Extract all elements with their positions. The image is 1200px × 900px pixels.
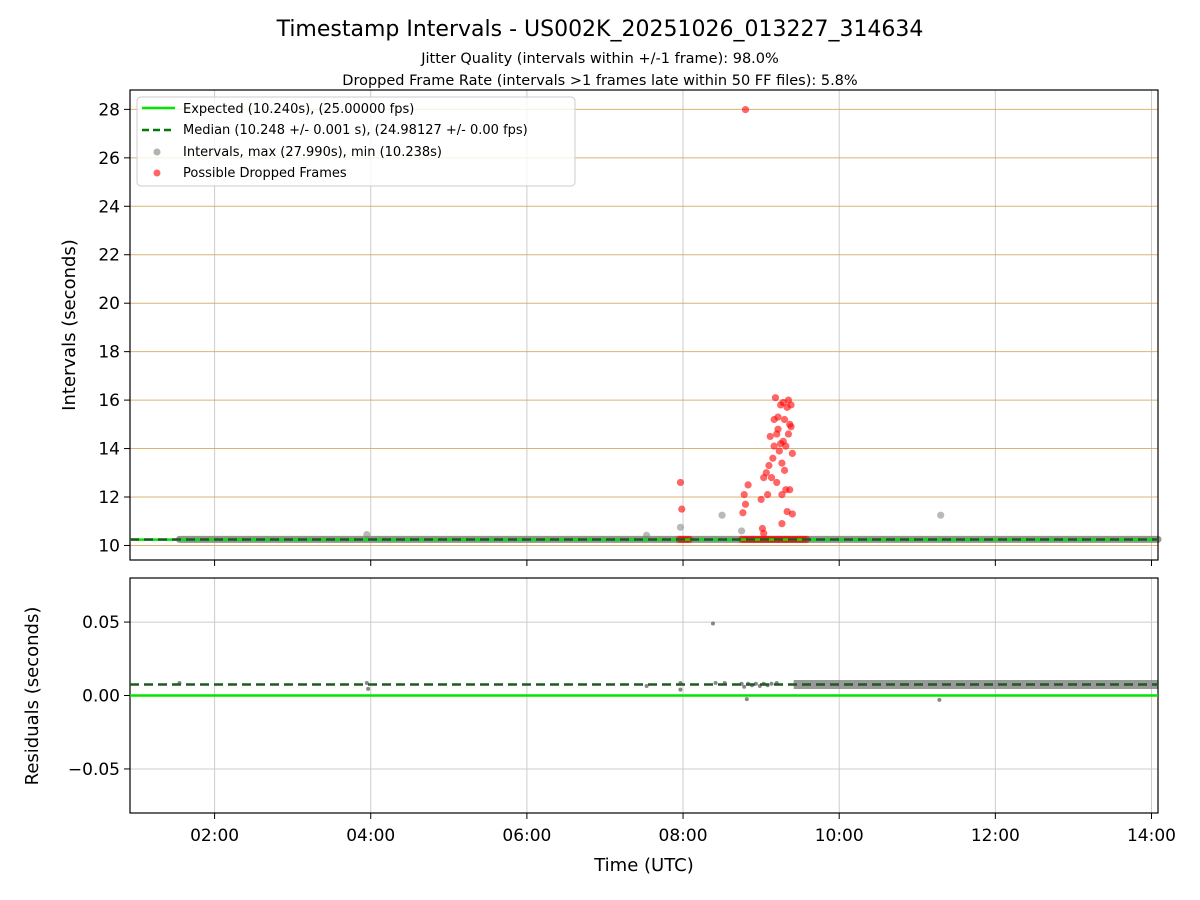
legend-dropped-label: Possible Dropped Frames	[183, 166, 347, 181]
dropped-frame-point	[764, 490, 772, 499]
residuals-x-tick-label: 06:00	[502, 826, 551, 846]
dropped-frame-point	[784, 430, 793, 438]
dropped-frame-point	[786, 486, 794, 494]
intervals-plot-frame	[129, 89, 1159, 561]
residual-point	[678, 687, 683, 692]
dropped-frame-point	[778, 520, 786, 528]
residuals-x-tick-label: 08:00	[659, 826, 708, 846]
residuals-x-axis-label: Time (UTC)	[593, 855, 694, 876]
legend-intervals-marker	[153, 148, 161, 156]
chart-subtitle-jitter: Jitter Quality (intervals within +/-1 fr…	[420, 51, 779, 67]
intervals-legend: Expected (10.240s), (25.00000 fps) Media…	[136, 96, 576, 187]
chart-title: Timestamp Intervals - US002K_20251026_01…	[276, 17, 924, 42]
intervals-y-tick-label: 10	[98, 536, 120, 556]
dropped-frame-point	[741, 500, 750, 508]
dropped-frame-point	[762, 469, 770, 477]
residual-point	[644, 683, 649, 688]
intervals-y-tick-label: 22	[98, 246, 120, 266]
dropped-frame-point	[757, 495, 765, 504]
residuals-y-tick-label: 0.00	[82, 687, 120, 707]
dropped-frame-point	[774, 413, 782, 421]
residual-point	[769, 681, 774, 686]
residuals-points	[177, 621, 1158, 702]
dropped-frame-point	[744, 481, 752, 489]
chart-subtitle-dropped: Dropped Frame Rate (intervals >1 frames …	[342, 73, 857, 89]
residuals-x-tick-label: 10:00	[815, 826, 864, 846]
interval-point	[363, 530, 371, 539]
dropped-frame-point	[780, 466, 789, 474]
dropped-frame-point	[773, 478, 781, 487]
dropped-frame-point	[678, 505, 686, 513]
dropped-frame-point	[788, 449, 796, 458]
residuals-x-tick-label: 12:00	[971, 826, 1020, 846]
dropped-frame-point	[787, 401, 795, 409]
residuals-x-tick-label: 14:00	[1127, 826, 1176, 846]
residuals-x-tick-label: 02:00	[190, 826, 239, 846]
interval-point	[737, 527, 746, 535]
dropped-frame-point	[767, 474, 776, 482]
dropped-frame-point	[766, 432, 774, 441]
residuals-y-tick-label: 0.05	[82, 613, 120, 633]
intervals-ticks: 10 12 14 16 18 20 22 24 26 28	[98, 100, 1152, 566]
dropped-frame-point	[788, 510, 796, 518]
residual-point	[366, 686, 371, 691]
intervals-y-tick-label: 24	[98, 197, 120, 217]
residual-point	[742, 684, 747, 689]
intervals-y-tick-label: 20	[98, 294, 120, 314]
legend-expected-label: Expected (10.240s), (25.00000 fps)	[183, 102, 414, 117]
residuals-reference-lines	[130, 683, 1158, 697]
dropped-frame-point	[778, 459, 786, 467]
legend-median-label: Median (10.248 +/- 0.001 s), (24.98127 +…	[183, 123, 528, 138]
interval-point	[676, 523, 685, 531]
legend-dropped-marker	[153, 169, 161, 177]
residuals-y-tick-label: −0.05	[68, 760, 120, 780]
residual-point	[710, 621, 715, 626]
dropped-frame-point	[740, 490, 748, 499]
dropped-frame-point	[769, 454, 777, 462]
dropped-frame-point	[778, 490, 786, 499]
dropped-frame-point	[780, 415, 789, 424]
interval-point	[718, 511, 726, 519]
interval-point	[937, 511, 945, 519]
intervals-y-tick-label: 12	[98, 488, 120, 508]
legend-intervals-label: Intervals, max (27.990s), min (10.238s)	[183, 145, 442, 160]
residual-point	[364, 681, 369, 686]
dropped-frame-point	[741, 106, 750, 114]
residual-point	[744, 697, 749, 702]
residuals-ticks: 02:00 04:00 06:00 08:00 10:00 12:00 14:00 −0.05…	[68, 613, 1176, 846]
dropped-frame-point	[765, 461, 773, 470]
interval-point	[643, 531, 651, 539]
intervals-grid	[130, 90, 1158, 560]
dropped-frame-point	[771, 394, 780, 402]
dropped-frame-point	[774, 425, 782, 433]
dropped-frame-point	[676, 478, 685, 487]
intervals-y-axis-label: Intervals (seconds)	[59, 239, 80, 411]
residuals-y-axis-label: Residuals (seconds)	[22, 607, 43, 786]
intervals-y-tick-label: 28	[98, 100, 120, 120]
dropped-frame-point	[775, 447, 783, 455]
intervals-y-tick-label: 16	[98, 391, 120, 411]
intervals-y-tick-label: 18	[98, 343, 120, 363]
intervals-y-tick-label: 14	[98, 440, 120, 460]
dropped-frame-point	[787, 423, 795, 431]
dropped-frame-point	[770, 442, 778, 450]
dropped-frame-point	[760, 529, 768, 537]
residual-point	[713, 681, 718, 686]
dropped-frame-point	[739, 509, 747, 517]
legend-frame	[136, 96, 576, 187]
dropped-frame-point	[782, 442, 790, 450]
residual-point	[937, 697, 942, 702]
intervals-y-tick-label: 26	[98, 149, 120, 169]
residuals-x-tick-label: 04:00	[346, 826, 395, 846]
